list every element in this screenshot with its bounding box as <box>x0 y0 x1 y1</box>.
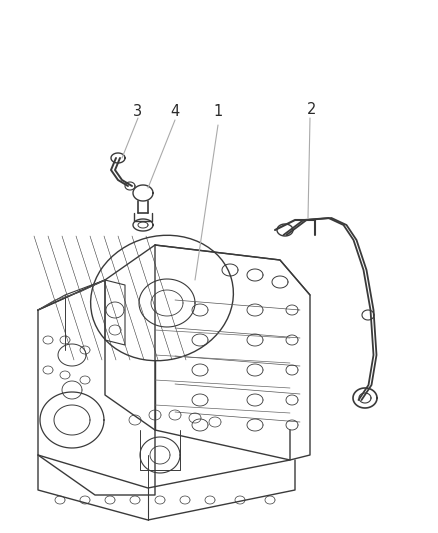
Text: 4: 4 <box>170 104 180 119</box>
Text: 3: 3 <box>134 104 142 119</box>
Text: 2: 2 <box>307 102 317 117</box>
Text: 1: 1 <box>213 104 223 119</box>
